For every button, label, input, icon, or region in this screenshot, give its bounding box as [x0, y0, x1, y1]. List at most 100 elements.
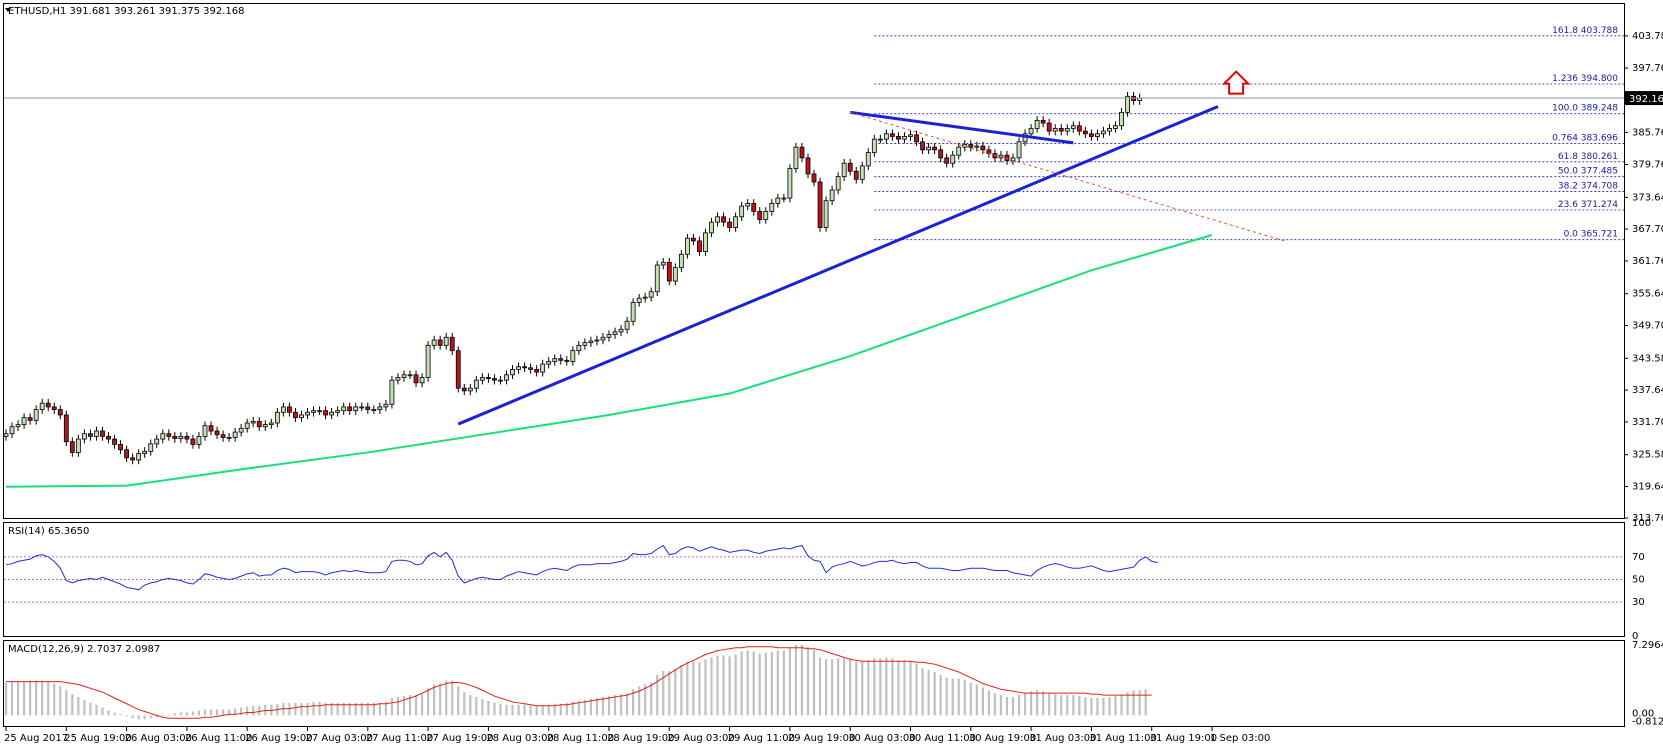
time-tick-label: 1 Sep 03:00: [1210, 733, 1270, 744]
candle-body: [437, 339, 443, 346]
candle-body: [835, 176, 841, 191]
candle-body: [950, 154, 956, 164]
time-tick-label: 31 Aug 03:00: [1029, 733, 1096, 744]
candle-body: [962, 144, 968, 148]
candle-body: [57, 409, 63, 416]
candle-body: [347, 406, 353, 412]
candle-body: [154, 438, 160, 445]
fib-level-label: 1.236 394.800: [1552, 74, 1618, 84]
candle-body: [262, 424, 268, 428]
candle-body: [377, 406, 383, 410]
candle-body: [618, 328, 624, 333]
time-tick-label: 27 Aug 11:00: [366, 733, 433, 744]
candle-body: [980, 145, 986, 151]
candle-body: [130, 457, 136, 461]
price-tick-label: 319.640: [1632, 482, 1663, 493]
candle-body: [443, 336, 449, 346]
candle-body: [21, 417, 27, 425]
fib-level-label: 161.8 403.788: [1552, 26, 1618, 36]
price-series: [3, 91, 1143, 465]
candle-body: [431, 339, 437, 346]
candle-body: [226, 437, 232, 439]
candle-body: [612, 331, 618, 336]
candle-body: [27, 417, 33, 421]
rsi-title: RSI(14) 65.3650: [8, 526, 89, 537]
candle-body: [1046, 122, 1052, 132]
candle-body: [112, 438, 117, 445]
candle-body: [552, 358, 558, 362]
candle-body: [660, 261, 666, 266]
candle-body: [485, 377, 491, 379]
fib-level-label: 23.6 371.274: [1558, 200, 1618, 210]
candle-body: [473, 379, 479, 389]
candle-body: [751, 202, 757, 212]
candle-body: [636, 297, 642, 303]
price-axis: 403.780397.760391.820385.760379.760373.6…: [4, 31, 1663, 524]
rsi-tick-label: 0: [1632, 631, 1638, 642]
candle-body: [1113, 125, 1118, 129]
candle-body: [250, 420, 256, 424]
candle-body: [914, 134, 919, 143]
candle-body: [654, 264, 660, 293]
fib-level-label: 38.2 374.708: [1558, 182, 1618, 192]
menu-triangle-icon[interactable]: [5, 8, 11, 12]
candle-body: [449, 336, 455, 352]
candle-body: [829, 189, 835, 202]
price-tick-label: 337.640: [1632, 385, 1663, 396]
candle-body: [564, 359, 570, 362]
candle-body: [389, 379, 395, 405]
candle-body: [859, 165, 865, 180]
fib-level-label: 61.8 380.261: [1558, 152, 1618, 162]
candle-body: [510, 369, 515, 376]
candle-body: [467, 387, 473, 392]
candle-body: [932, 146, 938, 151]
candle-body: [172, 435, 178, 439]
candle-body: [781, 197, 787, 200]
candle-body: [1070, 125, 1076, 129]
candle-body: [968, 144, 974, 148]
candle-body: [896, 136, 901, 140]
candle-body: [425, 344, 431, 378]
current-price-label: 392.168: [1629, 94, 1663, 105]
candle-body: [214, 430, 220, 436]
candle-body: [799, 146, 805, 159]
candle-body: [721, 216, 726, 223]
candle-body: [920, 141, 925, 151]
rsi-tick-label: 100: [1632, 518, 1651, 529]
rsi-panel-frame: [3, 522, 1625, 637]
candle-body: [33, 409, 39, 421]
time-tick-label: 30 Aug 03:00: [848, 733, 915, 744]
candle-body: [335, 410, 341, 413]
rsi-line: [5, 544, 1158, 591]
candle-body: [178, 435, 184, 439]
time-tick-label: 25 Aug 19:00: [64, 733, 131, 744]
candle-body: [1125, 95, 1130, 113]
candle-body: [883, 133, 889, 140]
candle-body: [341, 406, 347, 412]
candle-body: [739, 205, 745, 218]
candle-body: [727, 221, 732, 228]
candle-body: [902, 136, 907, 140]
macd-signal-line: [6, 646, 1152, 719]
candle-body: [75, 438, 81, 453]
candle-body: [81, 433, 87, 440]
panel-frames: [3, 3, 1625, 727]
candle-body: [805, 157, 811, 175]
candle-body: [1028, 128, 1034, 135]
time-tick-label: 28 Aug 03:00: [486, 733, 553, 744]
candle-body: [841, 162, 847, 178]
candle-body: [890, 133, 895, 137]
time-tick-label: 26 Aug 11:00: [185, 733, 252, 744]
candle-body: [570, 350, 576, 362]
candle-body: [709, 221, 714, 234]
price-tick-label: 331.700: [1632, 417, 1663, 428]
candle-body: [1089, 133, 1094, 137]
candle-body: [678, 253, 684, 269]
time-tick-label: 28 Aug 19:00: [607, 733, 674, 744]
candle-body: [1076, 125, 1082, 132]
candle-body: [763, 211, 769, 220]
candle-body: [757, 211, 763, 220]
candle-body: [492, 378, 497, 381]
candle-body: [871, 138, 877, 153]
candle-body: [244, 422, 250, 429]
